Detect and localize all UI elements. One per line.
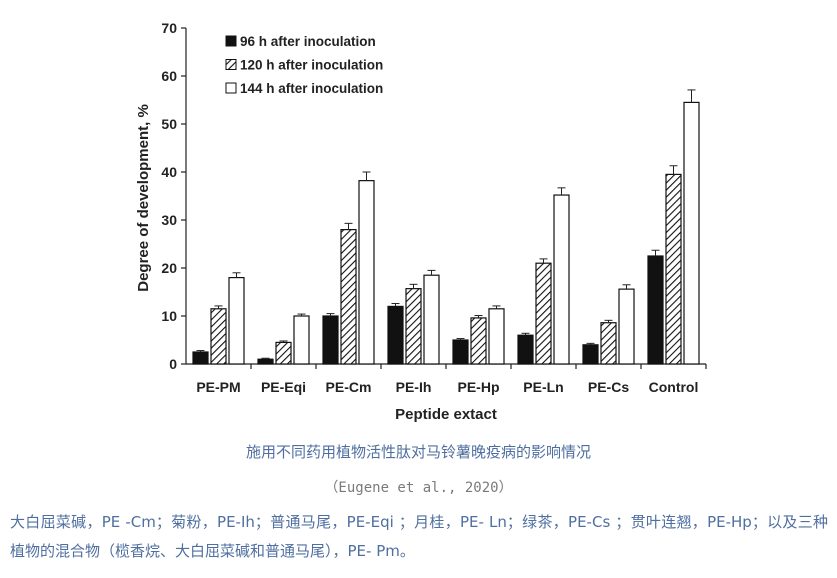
bar-120h [405,288,422,365]
legend-label: 144 h after inoculation [240,81,383,96]
x-tick-label: PE-Ln [523,379,563,395]
bar-144h [618,288,635,365]
bar-120h [275,341,292,365]
bar-144h [488,308,505,365]
x-tick-label: Control [649,379,699,395]
figure-caption-source: （Eugene et al., 2020） [324,480,513,496]
x-tick-label: PE-Ih [396,379,432,395]
figure-caption-note: 大白屈菜碱，PE -Cm；菊粉，PE-Ih；普通马尾，PE-Eqi ；月桂，PE… [10,513,828,560]
x-tick-label: PE-Cs [588,379,629,395]
bar-120h [470,317,487,365]
x-axis-title: Peptide extact [395,406,497,423]
bar-144h [553,194,570,365]
y-tick-label: 30 [161,212,177,228]
bar-96h [192,351,209,365]
y-tick-label: 50 [161,116,177,132]
y-tick-label: 10 [161,308,177,324]
bar-120h [340,229,357,365]
bar-120h [210,308,227,365]
chart: 0 10 20 30 40 50 60 70 Degree of development, % P… [135,20,707,423]
legend-swatch [225,82,237,94]
bar-120h [665,173,682,365]
bar-120h [535,262,552,365]
x-tick-label: PE-Hp [458,379,500,395]
y-axis-title: Degree of development, % [135,104,152,292]
legend-label: 96 h after inoculation [240,34,376,49]
bar-96h [582,344,599,365]
bar-144h [228,277,245,365]
legend-label: 120 h after inoculation [240,58,383,73]
y-tick-label: 40 [161,164,177,180]
bar-96h [517,334,534,365]
bar-96h [452,339,469,365]
bar-96h [647,255,664,365]
legend-swatch [225,35,237,47]
legend: 96 h after inoculation 120 h after inocul… [225,34,383,96]
bar-96h [257,358,274,365]
bar-144h [358,180,375,365]
bar-144h [683,101,700,365]
bar-144h [423,274,440,365]
legend-swatch [225,59,237,70]
x-tick-label: PE-Cm [326,379,372,395]
bar-144h [293,315,310,365]
y-tick-label: 0 [169,356,177,372]
bar-120h [600,322,617,365]
x-tick-label: PE-PM [196,379,240,395]
x-tick-label: PE-Eqi [261,379,306,395]
bar-96h [322,315,339,365]
y-tick-label: 60 [161,68,177,84]
figure-caption-title: 施用不同药用植物活性肽对马铃薯晚疫病的影响情况 [245,443,591,461]
bar-96h [387,305,404,365]
labels: 0 10 20 30 40 50 60 70 Degree of development, % P… [135,20,698,423]
bars [192,89,700,365]
y-tick-label: 70 [161,20,177,36]
y-tick-label: 20 [161,260,177,276]
